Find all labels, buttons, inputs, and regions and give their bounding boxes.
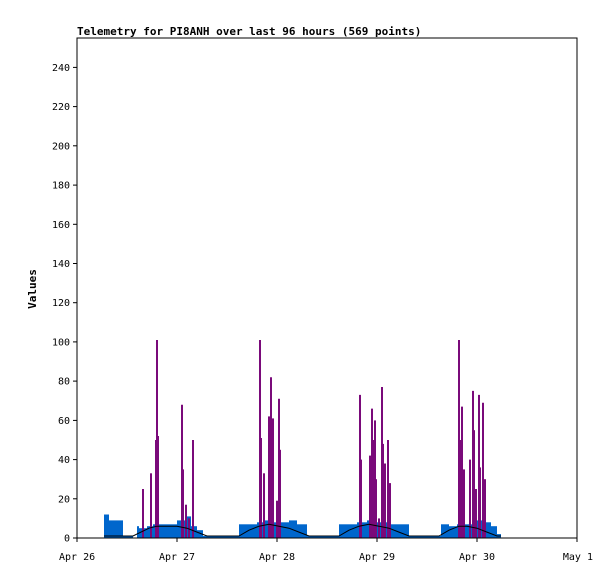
x-tick-label-5: May 1 [563,552,593,563]
bar-20 [281,522,289,538]
y-tick-label-8: 160 [52,220,70,231]
y-axis-label: Values [26,269,39,309]
bar-1 [109,520,113,538]
y-tick-label-0: 0 [64,534,70,545]
y-tick-label-5: 100 [52,337,70,348]
bar-12 [197,530,203,538]
chart-title: Telemetry for PI8ANH over last 96 hours … [77,25,421,38]
bar-31 [397,524,409,538]
series-line [104,523,501,537]
bar-22 [297,524,307,538]
bar-40 [491,526,497,538]
bar-24 [317,536,339,538]
plot-frame [76,37,578,539]
bar-13 [203,536,217,538]
y-tick-label-6: 120 [52,298,70,309]
y-tick-label-10: 200 [52,141,70,152]
y-tick-label-3: 60 [58,416,70,427]
bar-35 [449,526,457,538]
bar-16 [247,524,257,538]
y-tick-label-7: 140 [52,259,70,270]
bar-4 [137,526,139,538]
y-tick-label-12: 240 [52,63,70,74]
x-tick-label-3: Apr 29 [359,552,395,563]
bar-26 [347,524,357,538]
y-axis: 0 20 40 60 80 100 120 140 160 180 200 220 240 [52,63,77,545]
bar-32 [409,536,425,538]
x-tick-label-4: Apr 30 [459,552,495,563]
bar-23 [307,536,317,538]
bar-3 [123,536,133,538]
bar-15 [239,524,247,538]
x-axis: Apr 26 Apr 27 Apr 28 Apr 29 Apr 30 May 1 [59,538,593,563]
y-tick-label-9: 180 [52,181,70,192]
x-tick-label-1: Apr 27 [159,552,195,563]
plot-marks [104,340,501,538]
x-tick-label-2: Apr 28 [259,552,295,563]
bar-14 [217,536,239,538]
x-tick-label-0: Apr 26 [59,552,95,563]
bar-21 [289,520,297,538]
y-tick-label-4: 80 [58,377,70,388]
bar-25 [339,524,347,538]
bar-33 [425,536,441,538]
bar-30 [387,524,397,538]
bar-34 [441,524,449,538]
y-tick-label-1: 20 [58,494,70,505]
bar-0 [104,514,109,538]
bar-8 [161,524,177,538]
y-tick-label-2: 40 [58,455,70,466]
bar-2 [113,520,123,538]
bar-39 [485,522,491,538]
y-tick-label-11: 220 [52,102,70,113]
